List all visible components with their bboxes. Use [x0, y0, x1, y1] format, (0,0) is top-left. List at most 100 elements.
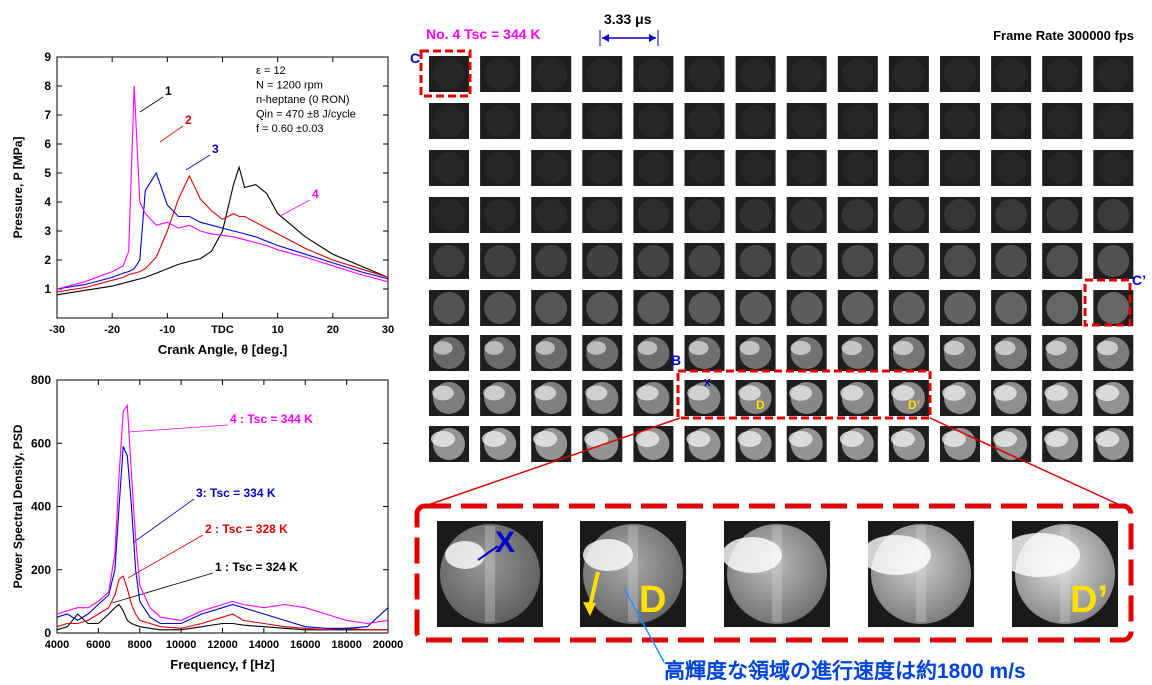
frame-disk [740, 199, 772, 231]
frame-disk [1097, 199, 1129, 231]
x-tick-label: 14000 [249, 639, 280, 651]
x-tick-label: 20 [327, 324, 339, 336]
marker-label: B [671, 352, 681, 368]
x-tick-label: -30 [49, 324, 65, 336]
frame-disk [535, 58, 567, 90]
x-tick-label: TDC [211, 324, 234, 336]
bright-region [840, 431, 864, 447]
bright-region [893, 341, 914, 355]
frame-disk [535, 199, 567, 231]
frame-disk [740, 152, 772, 184]
zoom-bright [861, 535, 931, 575]
bright-region [586, 341, 606, 355]
bright-region [942, 385, 965, 401]
bright-region [739, 341, 759, 355]
series-label: 2 : Tsc = 328 K [205, 522, 288, 536]
x-tick-label: -10 [159, 324, 175, 336]
y-tick-label: 600 [31, 436, 51, 450]
marker-label: D [756, 398, 765, 412]
frame-disk [1046, 58, 1078, 90]
frame-disk [893, 105, 925, 137]
y-tick-label: 7 [44, 108, 51, 122]
zoom-bright [445, 541, 485, 569]
x-tick-label: 10000 [166, 639, 197, 651]
bright-region [585, 385, 607, 400]
figure: -30-20-10TDC102030123456789Crank Angle, … [0, 0, 1152, 685]
series-label: 3: Tsc = 334 K [196, 486, 276, 500]
frame-disk [1046, 245, 1078, 277]
frame-disk [791, 105, 823, 137]
annotation: n-heptane (0 RON) [256, 94, 350, 106]
frame-disk [637, 245, 669, 277]
label-leader [280, 200, 310, 216]
frame-disk [944, 58, 976, 90]
frame-disk [586, 58, 618, 90]
annotation: N = 1200 rpm [256, 80, 323, 92]
y-axis-label: Pressure, P [MPa] [11, 137, 25, 239]
frame-disk [893, 245, 925, 277]
frame-disk [689, 58, 721, 90]
frame-disk [995, 58, 1027, 90]
frame-disk [484, 199, 516, 231]
series-label: 4 [312, 187, 319, 201]
bright-region [534, 386, 556, 401]
marker-label: X [704, 378, 711, 389]
page: {"chart_data": [ {"type": "line", "xlabe… [0, 0, 1152, 685]
frame-disk [1046, 105, 1078, 137]
zoom-label: X [495, 526, 515, 559]
bright-region [688, 341, 708, 355]
zoom-label: D [639, 579, 666, 621]
annotation: f = 0.60 ±0.03 [256, 123, 324, 135]
frame-disk [484, 105, 516, 137]
x-tick-label: -20 [104, 324, 120, 336]
data-line [57, 176, 388, 292]
frame-disk [791, 245, 823, 277]
y-tick-label: 9 [44, 50, 51, 64]
x-tick-label: 16000 [290, 639, 321, 651]
bright-region [1095, 385, 1119, 401]
frame-disk [944, 199, 976, 231]
frame-disk [740, 105, 772, 137]
frame-title: No. 4 Tsc = 344 K [426, 26, 541, 42]
bright-region [1044, 431, 1068, 447]
frame-disk [433, 245, 465, 277]
bright-region [738, 431, 762, 447]
bright-region [432, 386, 454, 401]
y-tick-label: 8 [44, 79, 51, 93]
frame-disk [637, 199, 669, 231]
bright-region [1046, 341, 1067, 356]
frame-disk [740, 292, 772, 324]
frame-disk [433, 199, 465, 231]
bright-region [637, 341, 657, 355]
y-tick-label: 0 [44, 626, 51, 640]
frame-disk [433, 152, 465, 184]
label-leader [186, 155, 210, 170]
frame-disk [637, 292, 669, 324]
x-tick-label: 6000 [86, 639, 110, 651]
frame-disk [1097, 105, 1129, 137]
label-leader [140, 97, 163, 112]
frame-rate: Frame Rate 300000 fps [993, 28, 1134, 43]
frame-disk [791, 199, 823, 231]
y-tick-label: 3 [44, 224, 51, 238]
x-tick-label: 12000 [207, 639, 238, 651]
y-tick-label: 1 [44, 282, 51, 296]
bright-region [944, 341, 965, 355]
frame-disk [1097, 152, 1129, 184]
frame-disk [1046, 152, 1078, 184]
bright-region [840, 385, 863, 400]
frame-disk [995, 105, 1027, 137]
bright-region [1095, 431, 1119, 447]
frame-disk [1097, 58, 1129, 90]
frame-disk [586, 245, 618, 277]
marker-label: C [410, 50, 420, 66]
annotation: Qin = 470 ±8 J/cycle [256, 109, 356, 121]
frame-disk [893, 292, 925, 324]
frame-disk [433, 105, 465, 137]
data-line [57, 405, 388, 623]
data-line [57, 167, 388, 295]
series-label: 1 [165, 84, 172, 98]
frame-disk [944, 105, 976, 137]
frame-disk [433, 58, 465, 90]
bright-region [533, 431, 557, 447]
